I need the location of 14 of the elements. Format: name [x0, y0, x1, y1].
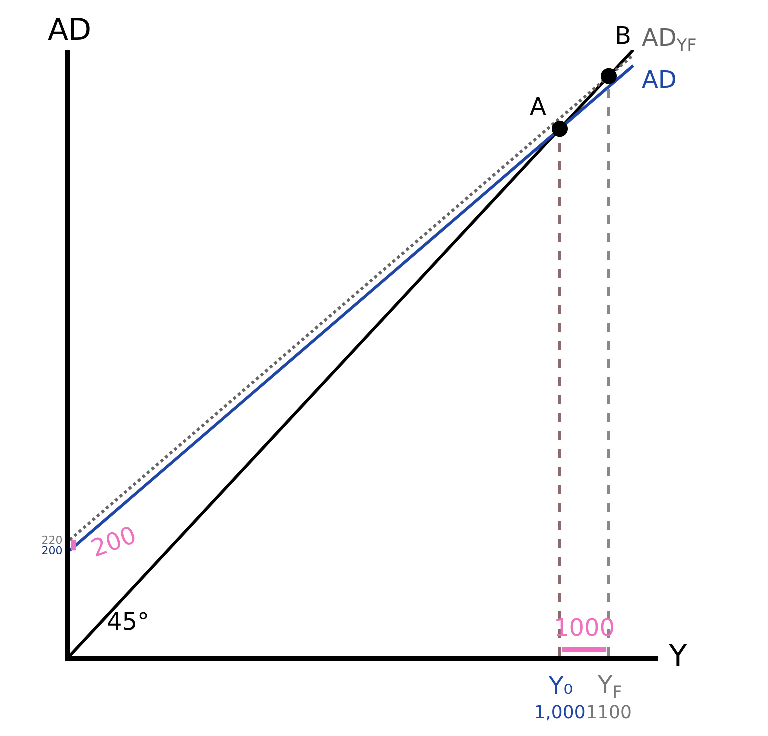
annotation: 1000: [554, 614, 616, 642]
annotation: 200: [88, 521, 140, 563]
y-tick-label: 220: [42, 534, 63, 547]
series-label: AD$_{YF}$: [642, 24, 697, 56]
x-tick-label: 1100: [586, 702, 632, 724]
annotation: A: [530, 93, 547, 121]
annotation: 45°: [107, 608, 150, 636]
x-axis-title: Y: [668, 639, 688, 674]
x-tick-label: 1,000: [534, 702, 586, 724]
annotation: B: [615, 22, 632, 50]
annotation: Y$_{F}$: [597, 671, 622, 702]
annotation: Y₀: [548, 672, 574, 700]
y-axis-title: AD: [48, 13, 92, 48]
series-label: AD: [642, 66, 677, 94]
